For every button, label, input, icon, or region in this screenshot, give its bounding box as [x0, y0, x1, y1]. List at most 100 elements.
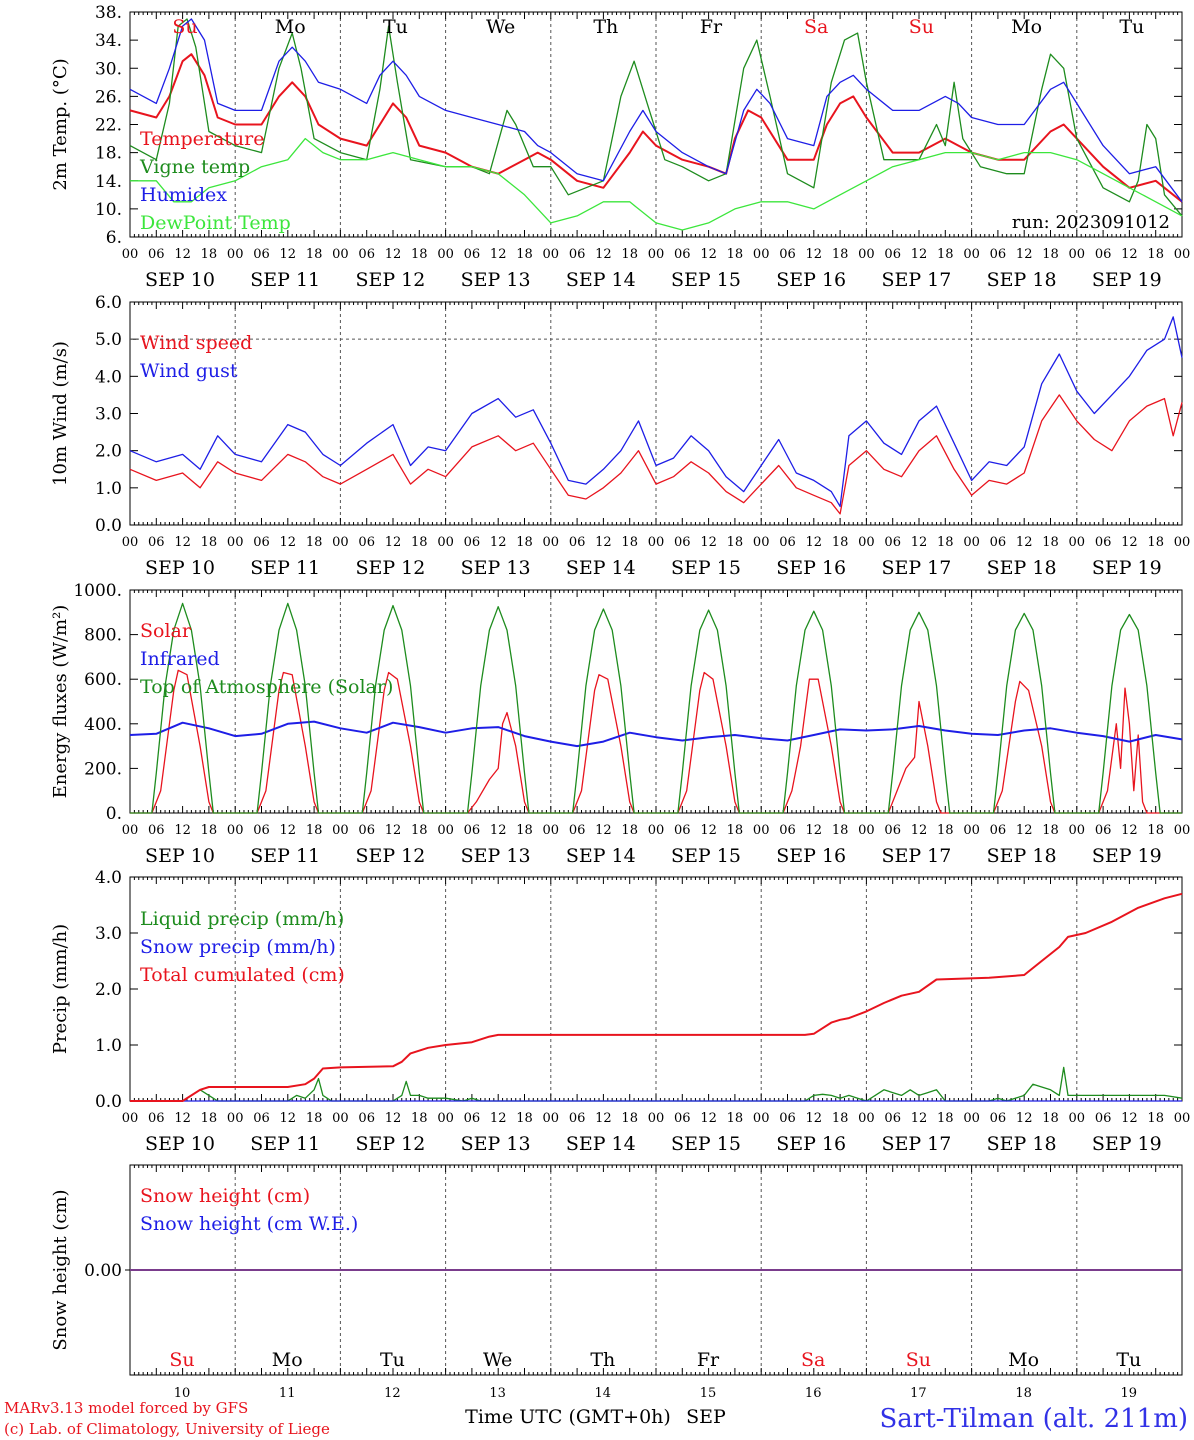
footer: MARv3.13 model forced by GFS (c) Lab. of …	[4, 1399, 1188, 1438]
hour-label: 00	[858, 823, 875, 838]
y-tick-label: 22.	[95, 116, 122, 136]
hour-label: 18	[832, 1111, 849, 1126]
legend-entry: Wind gust	[140, 360, 238, 382]
date-label: SEP 12	[355, 1133, 425, 1155]
day-name-bottom: Mo	[272, 1349, 303, 1371]
hour-label: 06	[358, 247, 375, 262]
month-label: SEP	[686, 1406, 726, 1428]
y-tick-label: 6.0	[95, 293, 122, 313]
series-line-wind-speed	[129, 394, 1183, 515]
hour-label: 00	[543, 1111, 560, 1126]
hour-label: 12	[911, 823, 928, 838]
hour-label: 06	[990, 1111, 1007, 1126]
hour-label: 12	[1016, 823, 1033, 838]
hour-label: 12	[1121, 1111, 1138, 1126]
hour-label: 06	[464, 823, 481, 838]
day-name-bottom: Th	[590, 1349, 615, 1371]
hour-label: 06	[569, 823, 586, 838]
y-tick-label: 0.0	[95, 1092, 122, 1112]
hour-label: 06	[674, 535, 691, 550]
hour-label: 00	[648, 247, 665, 262]
legend-entry: Snow height (cm)	[140, 1185, 310, 1207]
y-tick-label: 10.	[95, 200, 122, 220]
y-tick-label: 4.0	[95, 367, 122, 387]
hour-label: 18	[621, 535, 638, 550]
date-label: SEP 19	[1092, 269, 1162, 291]
hour-label: 06	[990, 823, 1007, 838]
hour-label: 00	[437, 1111, 454, 1126]
legend-entry: Humidex	[140, 184, 227, 206]
date-label: SEP 15	[671, 1133, 741, 1155]
date-label: SEP 13	[461, 845, 531, 867]
series-line-infrared	[129, 720, 1183, 748]
y-tick-label: 2.0	[95, 442, 122, 462]
hour-label: 18	[516, 535, 533, 550]
hour-label: 12	[174, 247, 191, 262]
day-name-bottom: Su	[169, 1349, 194, 1371]
hour-label: 00	[858, 535, 875, 550]
panel-3: 0. 200. 400. 600. 800. 1000.Energy fluxes (W/…	[50, 581, 1190, 867]
hour-label: 12	[1016, 247, 1033, 262]
y-tick-label: 400.	[84, 715, 122, 735]
hour-label: 00	[122, 535, 139, 550]
panel-2: 0.0 1.0 2.0 3.0 4.0 5.0 6.0 10m Wind (m/s) Wind …	[50, 293, 1190, 579]
hour-label: 06	[1095, 823, 1112, 838]
hour-label: 12	[595, 247, 612, 262]
hour-label: 12	[385, 247, 402, 262]
date-label: SEP 13	[461, 557, 531, 579]
day-name: Fr	[700, 16, 723, 38]
hour-label: 18	[832, 823, 849, 838]
hour-label: 12	[806, 823, 823, 838]
y-tick-label: 0.0	[95, 516, 122, 536]
hour-label: 06	[464, 247, 481, 262]
hour-label: 18	[832, 247, 849, 262]
series-line-total-cumulated-cm-	[130, 892, 1183, 1102]
hour-label: 00	[332, 823, 349, 838]
hour-label: 18	[1147, 1111, 1164, 1126]
date-label: SEP 18	[987, 269, 1057, 291]
hour-label: 06	[148, 247, 165, 262]
hour-label: 06	[253, 247, 270, 262]
y-axis-label: Energy fluxes (W/m²)	[50, 605, 71, 799]
hour-label: 18	[1147, 535, 1164, 550]
hour-label: 12	[385, 1111, 402, 1126]
hour-label: 06	[358, 535, 375, 550]
y-tick-label: 600.	[84, 670, 122, 690]
station-name: Sart-Tilman (alt. 211m)	[879, 1404, 1188, 1434]
y-tick-label: 30.	[95, 59, 122, 79]
hour-label: 00	[753, 247, 770, 262]
date-label: SEP 19	[1092, 557, 1162, 579]
hour-label: 06	[569, 1111, 586, 1126]
x-axis-title: Time UTC (GMT+0h)	[465, 1406, 671, 1428]
day-number: 15	[700, 1386, 717, 1401]
hour-label: 06	[148, 1111, 165, 1126]
y-tick-label: 18.	[95, 144, 122, 164]
hour-label: 00	[753, 535, 770, 550]
hour-label: 12	[280, 823, 297, 838]
hour-label: 06	[1095, 1111, 1112, 1126]
date-label: SEP 17	[881, 269, 951, 291]
hour-label: 12	[806, 1111, 823, 1126]
hour-label: 18	[1042, 1111, 1059, 1126]
hour-label: 00	[437, 823, 454, 838]
legend-entry: Wind speed	[140, 332, 252, 354]
hour-label: 12	[911, 1111, 928, 1126]
hour-label: 12	[490, 823, 507, 838]
day-name: Su	[909, 16, 934, 38]
hour-label: 00	[963, 1111, 980, 1126]
plot-frame	[129, 301, 1183, 526]
hour-label: 18	[1147, 247, 1164, 262]
hour-label: 00	[122, 247, 139, 262]
date-label: SEP 10	[145, 269, 215, 291]
legend-entry: Total cumulated (cm)	[140, 964, 345, 986]
hour-label-end: 00	[1174, 247, 1191, 262]
hour-label: 18	[621, 823, 638, 838]
hour-label: 06	[990, 535, 1007, 550]
date-label: SEP 13	[461, 269, 531, 291]
y-tick-label: 1000.	[73, 581, 122, 601]
date-label: SEP 16	[776, 269, 846, 291]
series-line-humidex	[129, 18, 1183, 203]
date-label: SEP 16	[776, 557, 846, 579]
hour-label: 00	[227, 247, 244, 262]
